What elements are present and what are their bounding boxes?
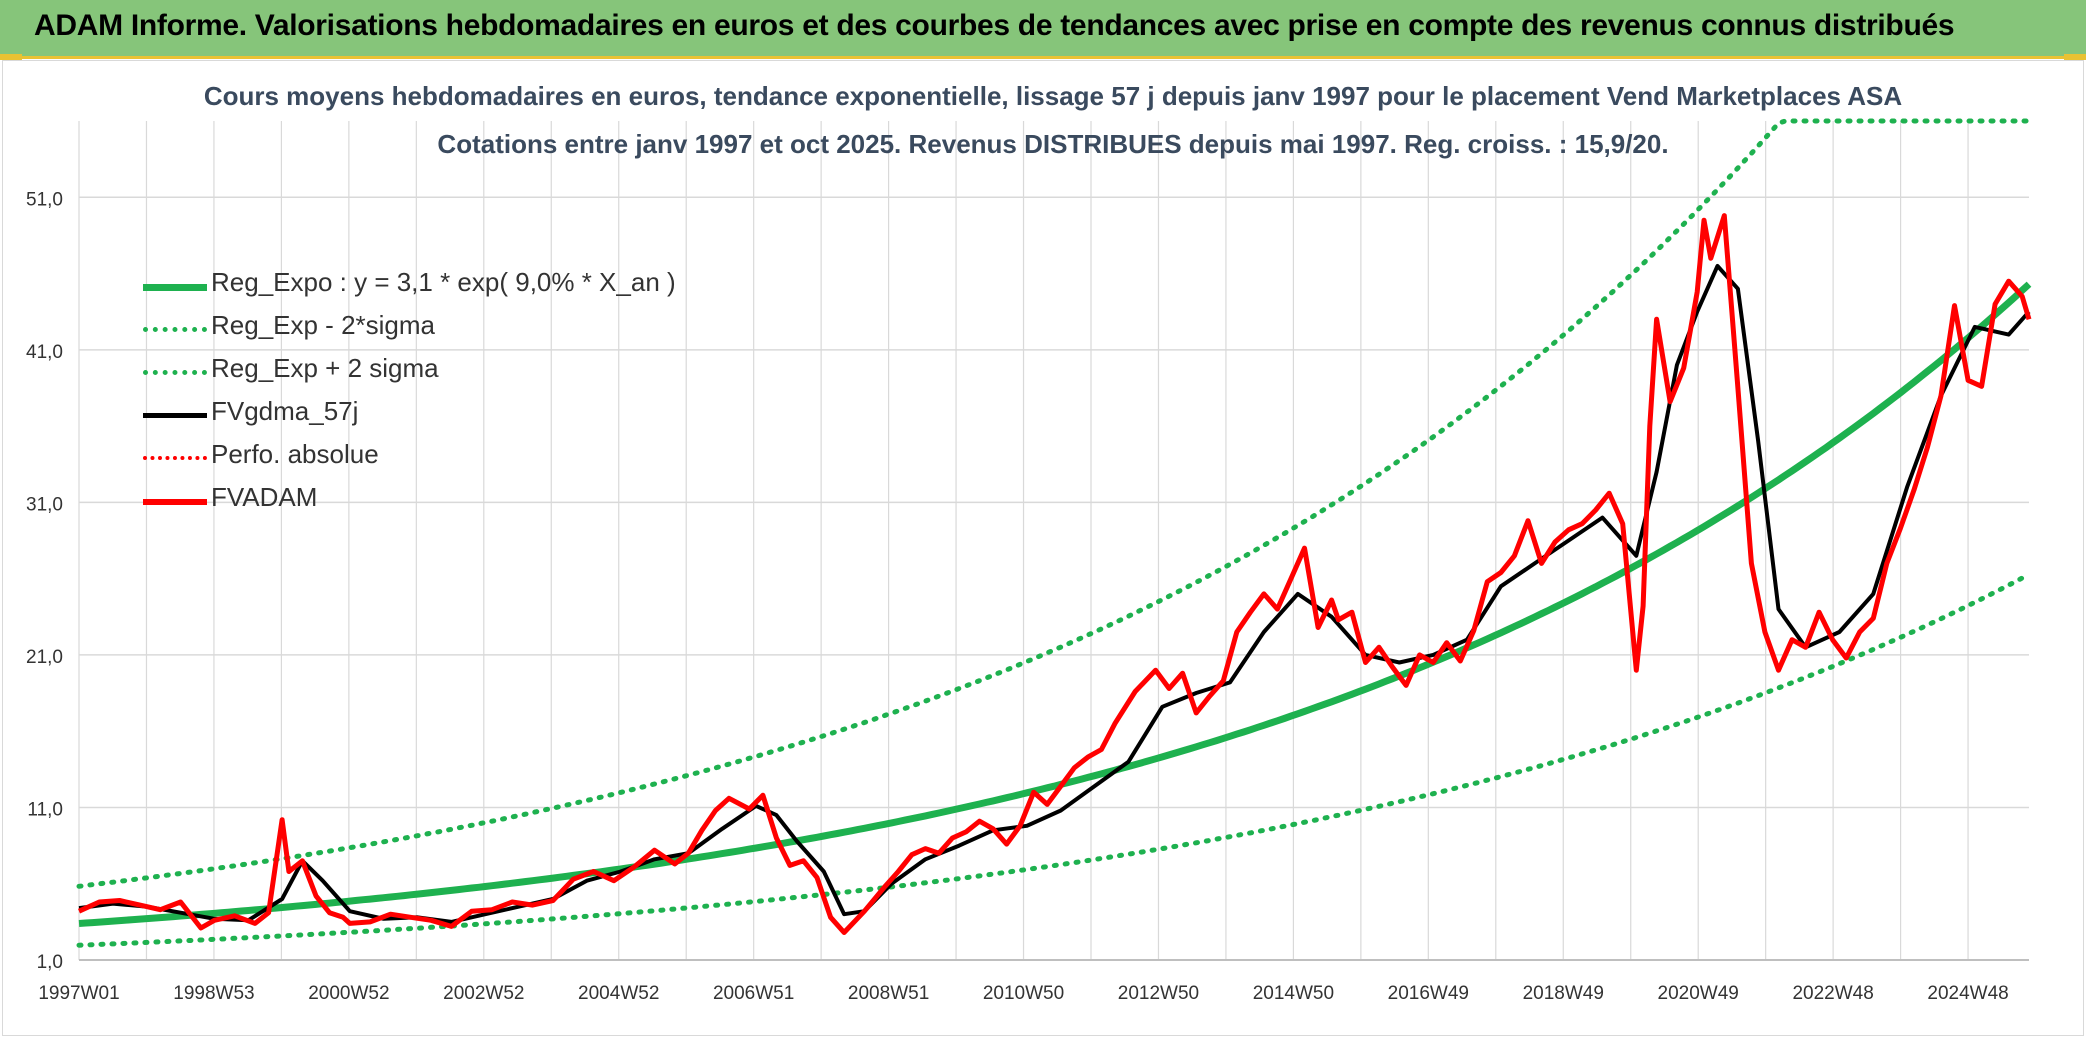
gridlines [78,121,2029,961]
price-chart: 1,0 11,0 21,0 31,0 41,0 51,0 1997W01 1998W53 200… [26,118,2032,1004]
corner-accent-left [0,54,22,60]
legend-label: Reg_Exp + 2 sigma [211,353,439,383]
x-tick-label: 2022W48 [1792,983,1873,1004]
x-tick-label: 2014W50 [1253,983,1334,1004]
x-tick-label: 1998W53 [173,983,254,1004]
x-tick-label: 2016W49 [1388,983,1469,1004]
legend-item: Reg_Expo : y = 3,1 * exp( 9,0% * X_an ) [143,263,743,306]
axis-ticks: 1,0 11,0 21,0 31,0 41,0 51,0 1997W01 1998W53 200… [26,189,2009,1004]
legend-item: Reg_Exp + 2 sigma [143,349,743,392]
series-reg-plus-2sigma [76,118,2032,889]
x-tick-label: 2020W49 [1658,983,1739,1004]
x-tick-label: 2008W51 [848,983,929,1004]
legend-label: Perfo. absolue [211,439,379,469]
chart-legend: Reg_Expo : y = 3,1 * exp( 9,0% * X_an ) R… [143,263,743,521]
chart-frame: 1,0 11,0 21,0 31,0 41,0 51,0 1997W01 1998W53 200… [2,60,2084,1036]
y-tick-label: 1,0 [37,952,63,973]
legend-swatch [143,456,207,460]
y-tick-label: 11,0 [27,799,63,820]
corner-accent-right [2064,54,2086,60]
series-reg-expo [78,281,2032,927]
y-tick-label: 41,0 [26,342,63,363]
series-lines [76,118,2032,948]
legend-swatch [143,327,207,332]
legend-swatch [143,413,207,418]
y-tick-label: 21,0 [26,647,63,668]
legend-swatch [143,284,207,291]
chart-subtitle: Cotations entre janv 1997 et oct 2025. R… [437,129,1669,159]
legend-label: Reg_Expo : y = 3,1 * exp( 9,0% * X_an ) [211,267,676,297]
x-tick-label: 2018W49 [1523,983,1604,1004]
legend-item: FVADAM [143,478,743,521]
header-banner: ADAM Informe. Valorisations hebdomadaire… [0,0,2086,59]
legend-swatch [143,499,207,505]
series-reg-minus-2sigma [76,571,2032,948]
y-tick-label: 31,0 [26,494,63,515]
x-tick-label: 2012W50 [1118,983,1199,1004]
legend-item: FVgdma_57j [143,392,743,435]
y-tick-label: 51,0 [26,189,63,210]
x-tick-label: 1997W01 [38,983,119,1004]
series-fvadam [77,213,2032,935]
x-tick-label: 2002W52 [443,983,524,1004]
page-title: ADAM Informe. Valorisations hebdomadaire… [34,9,1955,42]
x-tick-label: 2024W48 [1927,983,2008,1004]
legend-label: Reg_Exp - 2*sigma [211,310,435,340]
x-tick-label: 2010W50 [983,983,1064,1004]
legend-item: Perfo. absolue [143,435,743,478]
x-tick-label: 2000W52 [308,983,389,1004]
legend-label: FVgdma_57j [211,396,359,426]
legend-label: FVADAM [211,482,318,512]
x-tick-label: 2004W52 [578,983,659,1004]
chart-title: Cours moyens hebdomadaires en euros, ten… [203,81,1903,111]
legend-item: Reg_Exp - 2*sigma [143,306,743,349]
legend-swatch [143,370,207,375]
x-tick-label: 2006W51 [713,983,794,1004]
